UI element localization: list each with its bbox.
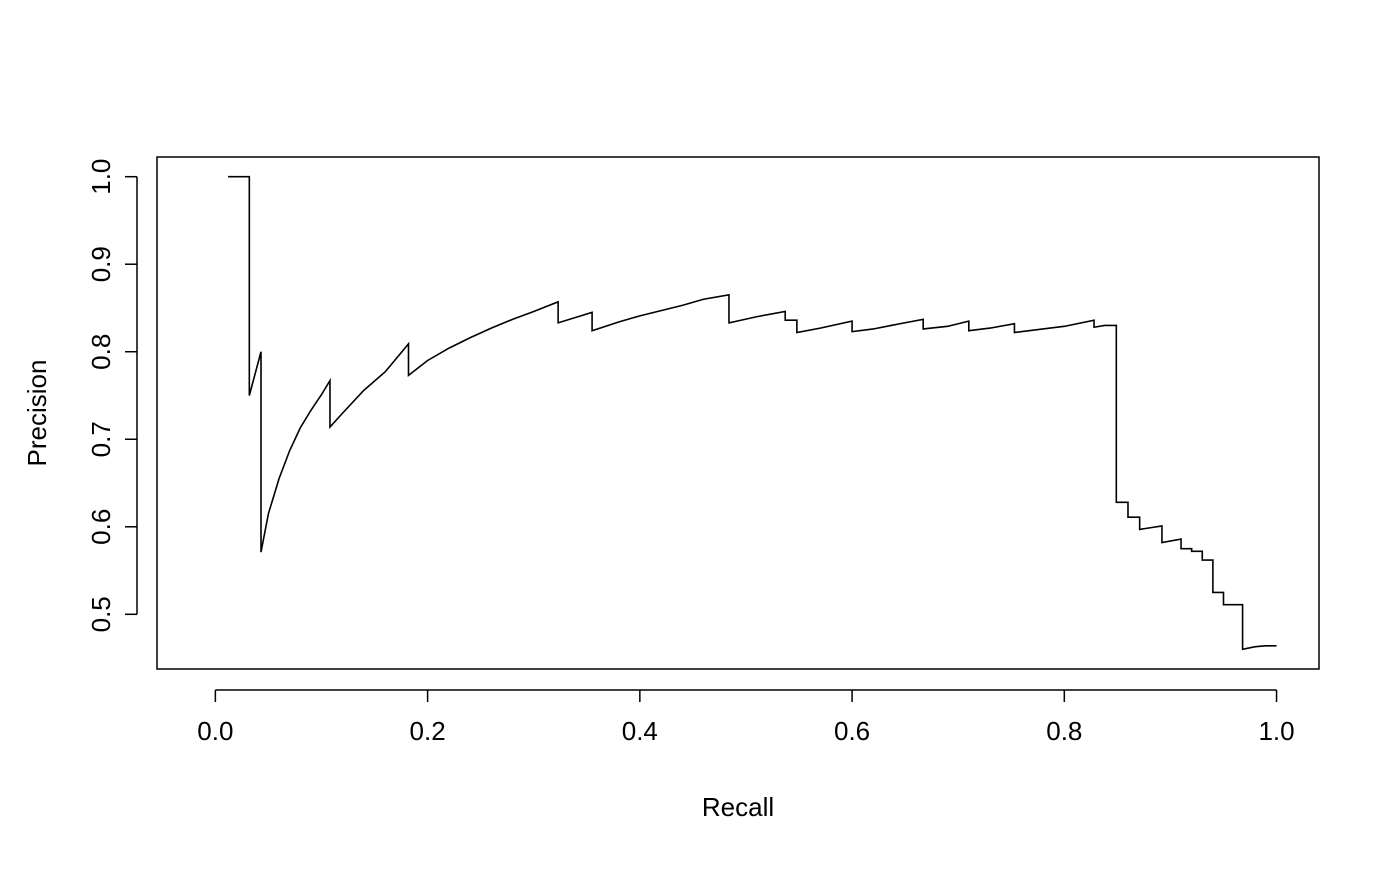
x-tick-label: 0.2 xyxy=(410,716,446,746)
x-tick-label: 0.8 xyxy=(1046,716,1082,746)
y-tick-label: 1.0 xyxy=(86,159,116,195)
y-tick-label: 0.9 xyxy=(86,246,116,282)
x-axis-title: Recall xyxy=(702,792,774,822)
y-axis-title: Precision xyxy=(22,360,52,467)
x-tick-label: 1.0 xyxy=(1258,716,1294,746)
y-tick-label: 0.5 xyxy=(86,596,116,632)
precision-recall-curve xyxy=(228,175,1277,651)
x-axis: 0.0 0.2 0.4 0.6 0.8 1.0 xyxy=(197,689,1295,746)
y-tick-label: 0.8 xyxy=(86,334,116,370)
x-tick-label: 0.4 xyxy=(622,716,658,746)
x-tick-label: 0.6 xyxy=(834,716,870,746)
x-tick-label: 0.0 xyxy=(197,716,233,746)
y-tick-label: 0.7 xyxy=(86,421,116,457)
y-axis: 0.5 0.6 0.7 0.8 0.9 1.0 xyxy=(86,159,138,632)
plot-frame xyxy=(156,156,1320,670)
y-tick-label: 0.6 xyxy=(86,509,116,545)
